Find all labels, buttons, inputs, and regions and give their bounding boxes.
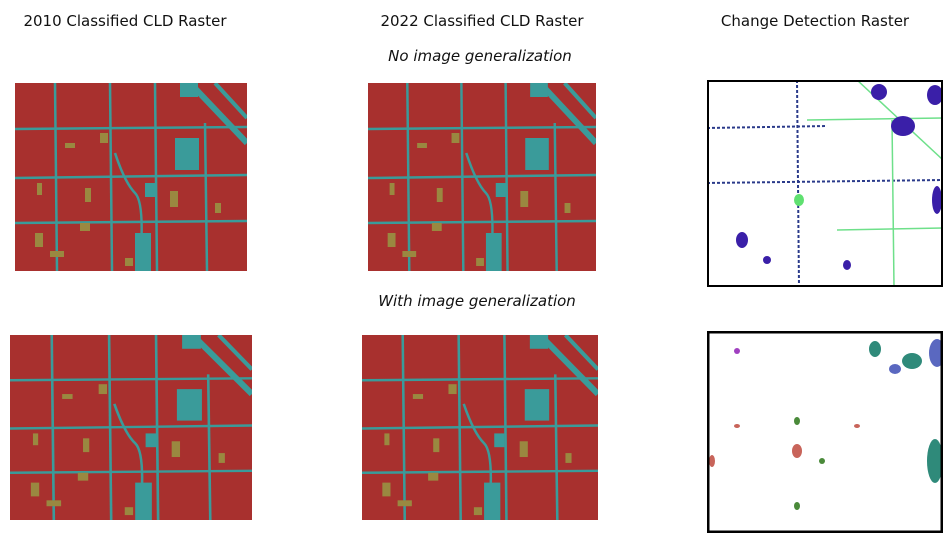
raster-2022: [368, 83, 596, 271]
column-header: Change Detection Raster: [720, 12, 910, 30]
column-header: 2022 Classified CLD Raster: [380, 12, 584, 30]
row-label: No image generalization: [388, 47, 572, 65]
column-header: 2010 Classified CLD Raster: [23, 12, 227, 30]
raster-2010: [15, 83, 247, 271]
row-label: With image generalization: [378, 292, 576, 310]
raster-2010-generalized: [10, 335, 252, 520]
change-raster: [707, 80, 943, 287]
change-raster-generalized: [707, 331, 943, 533]
raster-2022-generalized: [362, 335, 598, 520]
